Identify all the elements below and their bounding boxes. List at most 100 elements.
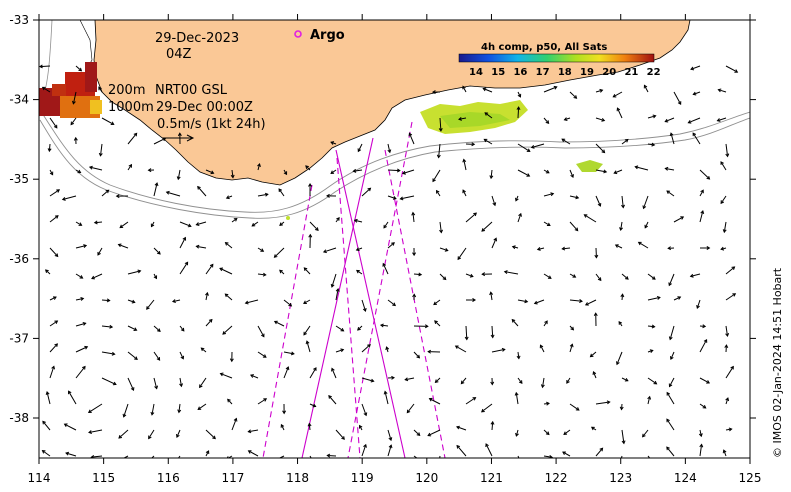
current-arrow bbox=[585, 299, 597, 306]
current-arrow-head bbox=[482, 87, 487, 92]
current-arrow-head bbox=[518, 212, 522, 217]
current-arrow-head bbox=[78, 67, 83, 72]
current-arrow bbox=[205, 264, 214, 275]
current-arrow-head bbox=[553, 85, 558, 90]
current-arrow-head bbox=[621, 440, 626, 445]
current-arrow-head bbox=[667, 246, 672, 251]
current-arrow bbox=[595, 401, 610, 405]
current-arrow bbox=[484, 112, 493, 119]
current-arrow bbox=[517, 143, 531, 152]
current-arrow-head bbox=[550, 192, 555, 197]
current-arrow bbox=[179, 237, 186, 249]
current-arrow-head bbox=[303, 267, 308, 271]
current-arrow bbox=[465, 397, 476, 405]
current-arrow-head bbox=[111, 351, 116, 356]
current-arrow-head bbox=[437, 466, 440, 469]
current-arrow-head bbox=[279, 269, 283, 274]
current-arrow-head bbox=[352, 168, 357, 173]
current-arrow bbox=[668, 273, 675, 286]
current-arrow bbox=[118, 244, 129, 249]
current-arrow-head bbox=[157, 328, 161, 332]
current-arrow-head bbox=[690, 66, 695, 71]
current-arrow-head bbox=[424, 324, 429, 329]
current-arrow-head bbox=[383, 224, 387, 229]
current-arrow-head bbox=[624, 138, 629, 143]
current-arrow-head bbox=[624, 377, 629, 382]
current-arrow bbox=[643, 195, 649, 209]
current-arrow bbox=[153, 137, 166, 145]
current-arrow bbox=[89, 166, 103, 171]
current-arrow-head bbox=[150, 411, 155, 416]
current-arrow-head bbox=[340, 327, 345, 332]
current-arrow bbox=[101, 325, 113, 328]
current-arrow-head bbox=[472, 397, 477, 401]
current-arrow-head bbox=[689, 273, 694, 278]
current-arrow-head bbox=[431, 90, 436, 95]
current-arrow bbox=[49, 343, 58, 353]
argo-marker bbox=[294, 30, 302, 38]
current-arrow-head bbox=[570, 326, 575, 331]
current-arrow-head bbox=[401, 170, 406, 175]
current-arrow bbox=[429, 398, 441, 405]
current-arrow bbox=[463, 159, 467, 171]
current-arrow bbox=[405, 377, 415, 381]
current-arrow bbox=[621, 195, 624, 208]
current-arrow bbox=[251, 221, 259, 227]
current-arrow bbox=[517, 377, 523, 384]
current-arrow bbox=[481, 403, 493, 413]
current-arrow bbox=[688, 117, 701, 124]
current-arrow-head bbox=[428, 397, 433, 402]
current-arrow bbox=[647, 296, 661, 301]
current-arrow-head bbox=[396, 168, 401, 173]
current-arrow bbox=[88, 403, 103, 413]
current-arrow-head bbox=[702, 405, 707, 409]
current-arrow-head bbox=[219, 267, 224, 272]
current-arrow bbox=[387, 195, 397, 200]
current-arrow bbox=[309, 455, 312, 458]
current-arrow-head bbox=[703, 338, 708, 343]
current-arrow bbox=[387, 242, 395, 249]
current-arrow-head bbox=[647, 395, 652, 400]
current-arrow-head bbox=[651, 324, 656, 329]
current-arrow-head bbox=[728, 427, 733, 432]
current-arrow bbox=[119, 221, 129, 228]
current-arrow-head bbox=[244, 300, 249, 305]
current-arrow-head bbox=[195, 244, 200, 249]
current-arrow-head bbox=[438, 128, 443, 132]
current-arrow bbox=[227, 455, 233, 458]
current-arrow bbox=[534, 299, 545, 304]
current-arrow-head bbox=[84, 345, 89, 350]
current-arrow-head bbox=[668, 383, 673, 388]
current-arrow bbox=[153, 183, 158, 197]
current-arrow-head bbox=[442, 276, 447, 281]
current-arrow-head bbox=[520, 464, 523, 467]
current-arrow-head bbox=[687, 120, 692, 124]
current-arrow bbox=[483, 88, 493, 93]
current-arrow-head bbox=[391, 242, 395, 246]
current-arrow-head bbox=[83, 244, 88, 248]
current-arrow-head bbox=[330, 170, 335, 174]
current-arrow-head bbox=[177, 409, 182, 414]
current-arrow bbox=[383, 221, 389, 229]
current-arrow-head bbox=[278, 188, 283, 193]
x-tick-label: 125 bbox=[739, 471, 762, 485]
current-arrow bbox=[127, 377, 134, 391]
current-arrow bbox=[435, 377, 441, 383]
current-arrow-head bbox=[363, 412, 368, 417]
current-arrow bbox=[543, 86, 557, 93]
current-arrow-head bbox=[597, 277, 602, 282]
current-arrow bbox=[177, 455, 181, 458]
current-arrow-head bbox=[515, 197, 519, 202]
current-arrow-head bbox=[518, 380, 523, 385]
current-arrow-head bbox=[209, 263, 214, 268]
current-arrow-head bbox=[87, 409, 92, 413]
current-arrow-head bbox=[530, 144, 535, 149]
current-arrow-head bbox=[392, 302, 397, 307]
current-arrow-head bbox=[593, 312, 598, 317]
current-arrow bbox=[725, 143, 729, 157]
current-arrow bbox=[75, 221, 82, 226]
current-arrow-head bbox=[526, 148, 531, 152]
current-arrow-head bbox=[54, 253, 59, 258]
current-arrow bbox=[177, 169, 181, 180]
current-arrow-head bbox=[511, 318, 516, 323]
